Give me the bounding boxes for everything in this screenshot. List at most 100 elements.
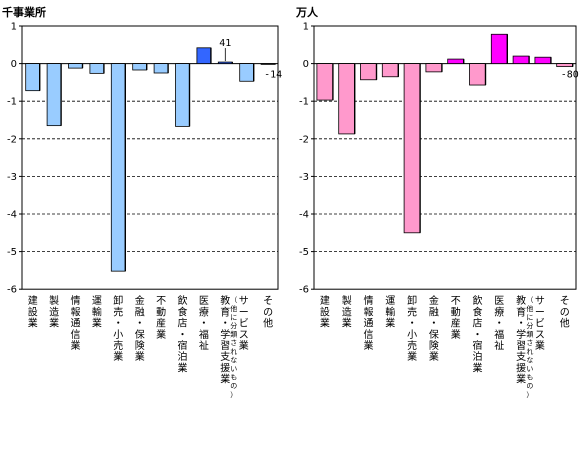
category-char: 報	[71, 306, 81, 318]
category-note-char: に	[526, 313, 533, 321]
category-char: 業	[429, 350, 439, 363]
category-char: 業	[535, 339, 545, 352]
category-label: 建設業	[28, 294, 38, 329]
category-char: 卸	[113, 294, 123, 307]
bar-2	[46, 63, 62, 127]
category-label: 運輸業	[385, 295, 395, 329]
y-tick-label: -3	[7, 172, 17, 183]
category-char: の	[263, 307, 273, 318]
bar-7	[153, 63, 169, 74]
bar-8	[469, 63, 486, 86]
category-char: 造	[49, 305, 59, 318]
category-label: その他	[263, 295, 273, 329]
bar-6	[425, 63, 443, 73]
bar-11	[534, 56, 552, 65]
bar-9	[196, 47, 212, 64]
category-char: 通	[71, 318, 81, 330]
category-char: 輸	[385, 305, 395, 318]
category-char: 業	[473, 361, 483, 374]
category-note-char: 類	[526, 330, 533, 339]
category-char: 製	[49, 294, 59, 307]
bar-10	[217, 61, 233, 64]
chart-panel-2: 万人10-1-2-3-4-5-6-801建設業製造業情報通信業運輸業卸売・小売業…	[295, 5, 580, 399]
category-char: そ	[560, 295, 570, 307]
bar-5	[110, 63, 126, 272]
category-label: 製造業	[49, 294, 59, 329]
category-char: 保	[429, 328, 439, 341]
category-char: 教	[220, 294, 230, 307]
category-char: 業	[407, 350, 417, 363]
y-tick-label: -4	[299, 210, 309, 221]
category-char: 業	[239, 339, 249, 352]
category-char: 業	[135, 350, 145, 363]
category-char: 卸	[407, 294, 417, 307]
bar-2	[338, 63, 356, 135]
category-char: 習	[220, 340, 230, 352]
category-char: 険	[135, 340, 145, 352]
category-char: 業	[156, 328, 166, 341]
category-char: 医	[494, 295, 504, 307]
category-char: 造	[342, 305, 352, 318]
category-char: 泊	[178, 351, 188, 363]
category-char: 業	[71, 339, 81, 352]
category-char: 産	[156, 317, 166, 330]
category-char: 店	[473, 317, 483, 330]
category-note-char: 他	[230, 304, 237, 313]
category-note-char: な	[230, 356, 237, 364]
category-char: ー	[239, 307, 249, 318]
category-char: 不	[156, 296, 166, 307]
category-char: 業	[220, 373, 230, 386]
category-char: ・	[220, 319, 230, 330]
category-char: 泊	[473, 351, 483, 363]
category-char: 育	[516, 305, 526, 318]
category-char: 業	[320, 317, 330, 330]
category-char: 業	[364, 339, 374, 352]
category-char: ・	[429, 319, 439, 330]
y-tick-label: -1	[299, 97, 309, 108]
category-char: ・	[113, 319, 123, 330]
bar-5	[403, 63, 421, 234]
category-char: 産	[451, 317, 461, 330]
category-char: 祉	[199, 340, 209, 352]
category-char: 飲	[473, 294, 483, 307]
category-char: 育	[220, 305, 230, 318]
category-note-char: い	[526, 365, 533, 373]
category-char: 設	[28, 305, 38, 318]
data-label: -801	[561, 70, 580, 81]
category-char: サ	[535, 295, 545, 307]
y-tick-label: 1	[303, 22, 309, 33]
category-note-char: な	[526, 356, 533, 364]
category-char: 飲	[178, 294, 188, 307]
bar-12	[556, 63, 574, 68]
category-char: ・	[199, 319, 209, 330]
category-char: 情	[71, 294, 81, 307]
category-char: 業	[178, 361, 188, 374]
category-char: ・	[494, 319, 504, 330]
data-label: 41	[219, 38, 231, 49]
category-char: 業	[28, 317, 38, 330]
category-char: 建	[28, 294, 38, 307]
category-char: 支	[516, 351, 526, 363]
category-char: 業	[516, 373, 526, 386]
y-tick-label: -2	[7, 134, 17, 145]
y-tick-label: 0	[11, 59, 17, 70]
category-char: ・	[135, 319, 145, 330]
category-char: 運	[92, 295, 102, 307]
category-char: 売	[113, 339, 123, 352]
y-tick-label: -5	[7, 247, 17, 258]
y-tick-label: -5	[299, 247, 309, 258]
category-label: 建設業	[320, 294, 330, 329]
category-char: 売	[113, 305, 123, 318]
chart-panel-1: 千事業所10-1-2-3-4-5-641-14建設業製造業情報通信業運輸業卸売・…	[2, 5, 282, 399]
category-char: 教	[516, 294, 526, 307]
bar-9	[490, 33, 508, 64]
category-char: ・	[407, 319, 417, 330]
category-label: 卸売・小売業	[407, 294, 417, 363]
bar-3	[68, 63, 83, 69]
category-char: 売	[407, 305, 417, 318]
